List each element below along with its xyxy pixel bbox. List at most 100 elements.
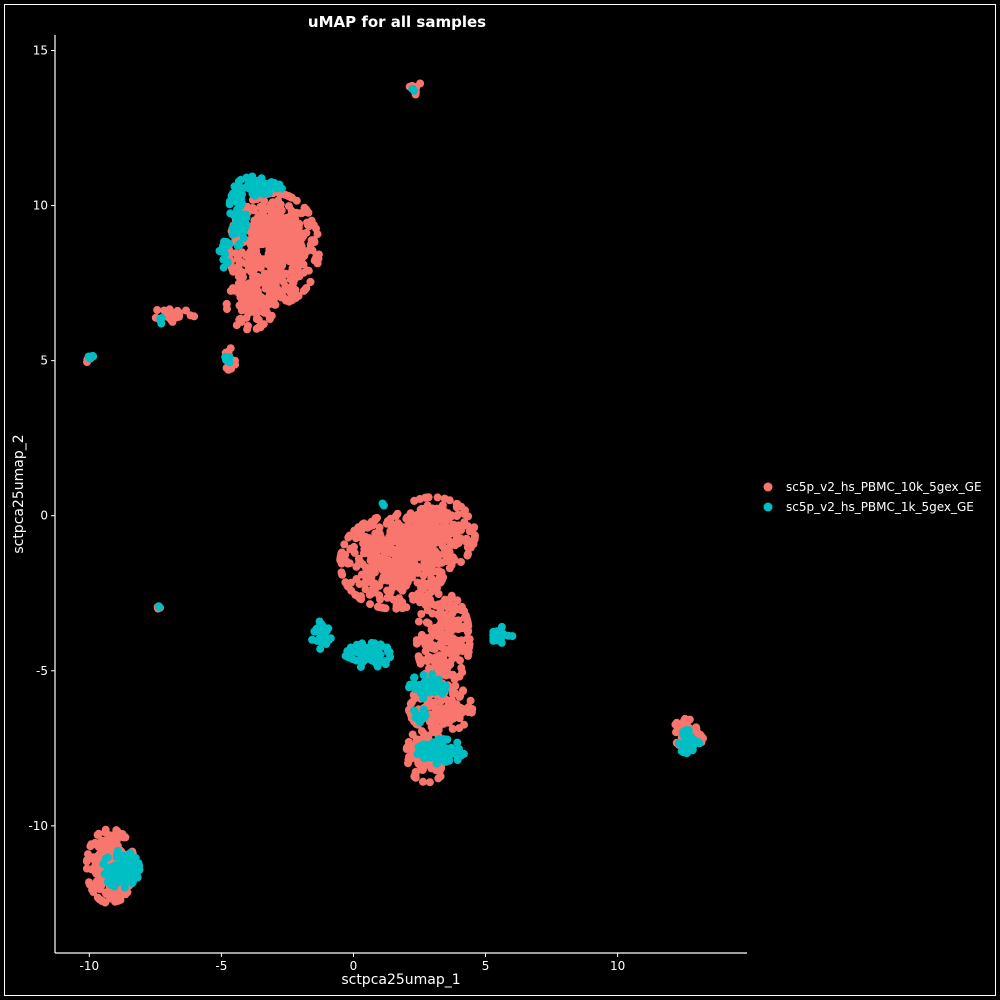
data-point [235,315,244,324]
data-point [378,499,387,508]
data-point [386,529,395,538]
data-point [413,578,422,587]
data-point [104,865,113,874]
data-point [248,177,257,186]
data-point [352,562,361,571]
data-point [302,228,311,237]
x-tick-label: -5 [215,959,227,973]
data-point [423,556,432,565]
data-point [378,603,387,612]
data-point [252,315,261,323]
data-point [688,745,697,754]
data-point [410,694,419,703]
data-point [434,590,443,598]
data-point [405,512,414,521]
data-point [352,640,361,649]
data-point [246,288,255,297]
data-point [414,742,423,751]
data-point [456,691,465,700]
data-point [287,206,296,215]
data-point [431,716,440,725]
data-point [219,255,228,264]
data-point [446,600,455,609]
data-point [279,256,288,265]
data-point [291,294,300,302]
data-point [422,618,431,627]
y-tick-label: 0 [40,509,48,523]
data-point [236,175,245,184]
data-point [123,872,132,881]
data-point [120,883,129,892]
data-point [157,314,166,322]
data-point [292,224,301,233]
data-point [237,210,246,219]
data-point [280,214,289,223]
data-point [419,705,428,714]
data-point [440,755,448,764]
data-point [84,850,92,859]
data-point [299,260,308,269]
data-point [429,547,438,556]
data-point [357,570,366,579]
data-point [410,673,418,682]
y-tick-label: 10 [33,199,48,213]
data-point [239,290,248,299]
data-point [336,556,345,565]
data-point [233,241,242,250]
data-point [300,208,309,217]
data-point [296,240,305,249]
data-point [439,655,448,664]
data-point [433,493,442,502]
plot-frame [4,4,996,996]
data-point [263,283,272,292]
data-point [98,897,107,906]
data-point [435,739,444,748]
data-point [361,585,370,594]
data-point [416,750,425,759]
data-point [421,647,430,656]
data-point [413,517,422,526]
data-point [465,643,474,651]
data-point [313,230,322,239]
data-point [410,496,419,505]
data-point [444,515,453,524]
data-point [440,494,449,503]
data-point [429,700,438,709]
data-point [437,696,446,705]
data-point [250,216,259,225]
data-point [267,274,276,283]
data-point [464,651,472,660]
data-point [376,640,385,649]
data-point [463,634,472,643]
data-point [392,604,401,613]
data-point [408,730,417,739]
data-point [457,606,466,614]
x-tick-label: 0 [350,959,358,973]
data-point [230,182,239,191]
data-point [408,85,417,93]
data-point [415,637,424,646]
data-point [464,550,472,558]
data-point [428,753,437,762]
data-point [419,671,428,679]
data-point [457,636,466,645]
legend-label-1k: sc5p_v2_hs_PBMC_1k_5gex_GE [786,500,974,514]
data-point [435,567,443,576]
data-point [153,306,162,314]
data-point [430,654,439,663]
data-point [367,574,376,583]
data-point [671,720,680,729]
y-tick-label: 5 [40,354,48,368]
data-point [239,233,248,242]
data-point [437,640,446,649]
data-point [103,844,112,853]
data-point [155,603,163,612]
data-point [465,527,474,536]
data-point [456,656,464,665]
data-point [310,627,319,636]
data-point [380,558,389,567]
data-point [443,696,452,705]
data-point [248,183,257,192]
data-point [363,523,372,532]
data-point [434,576,443,585]
